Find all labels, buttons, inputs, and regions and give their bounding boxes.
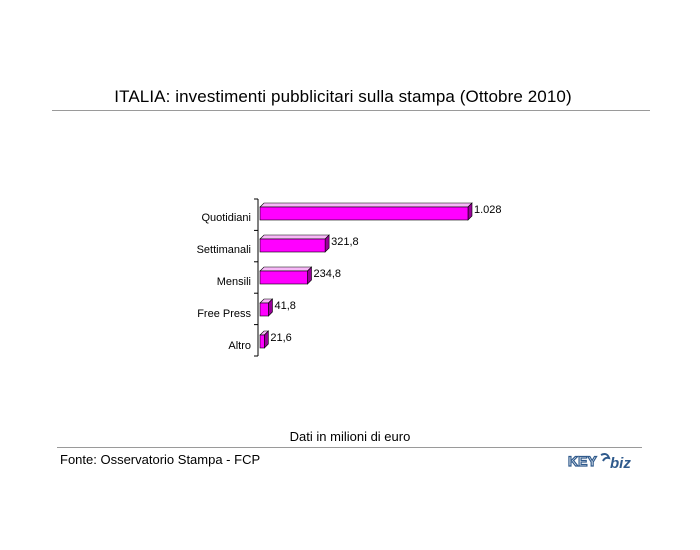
bar xyxy=(259,334,265,349)
bar-top-face xyxy=(259,234,330,240)
bar xyxy=(259,270,308,285)
category-label: Settimanali xyxy=(197,244,251,256)
unit-note: Dati in milioni di euro xyxy=(289,429,411,444)
bar-top-face xyxy=(259,202,473,208)
bar-top-face xyxy=(259,266,313,272)
logo-key-text: KEY xyxy=(568,453,597,469)
category-label: Mensili xyxy=(217,276,251,288)
data-label: 234,8 xyxy=(314,268,342,280)
category-label: Quotidiani xyxy=(201,212,251,224)
logo-biz-text: biz xyxy=(610,455,631,472)
data-label: 41,8 xyxy=(274,300,295,312)
category-label: Altro xyxy=(228,340,251,352)
source-note: Fonte: Osservatorio Stampa - FCP xyxy=(60,452,261,467)
logo-swoosh-icon xyxy=(600,453,611,462)
chart-title: ITALIA: investimenti pubblicitari sulla … xyxy=(114,87,572,106)
data-label: 21,6 xyxy=(270,332,291,344)
category-label: Free Press xyxy=(197,308,251,320)
data-label: 1.028 xyxy=(474,204,502,216)
bar xyxy=(259,206,469,221)
bar xyxy=(259,238,326,253)
data-label: 321,8 xyxy=(331,236,359,248)
title-divider xyxy=(52,110,650,111)
bar xyxy=(259,302,269,317)
keybiz-logo: KEY biz xyxy=(567,452,631,472)
footer-divider xyxy=(57,447,642,448)
